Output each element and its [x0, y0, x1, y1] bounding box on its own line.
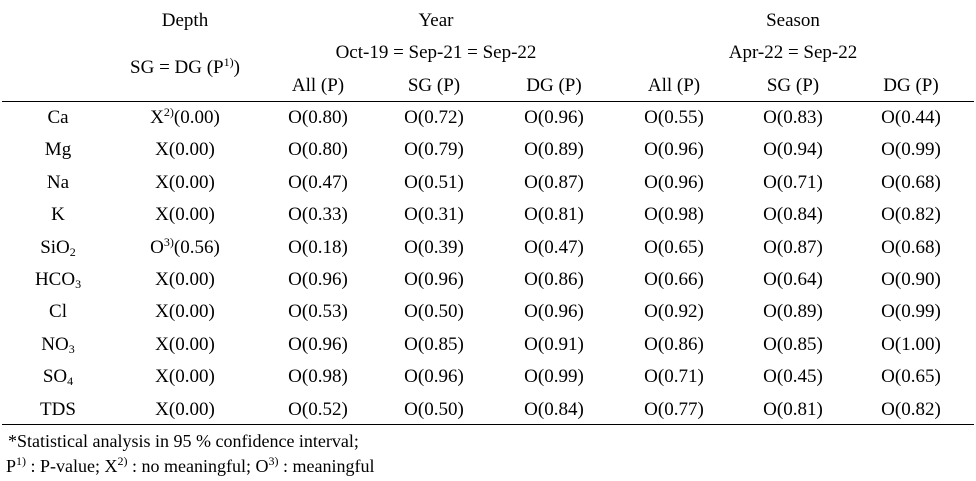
- year-cell: O(0.96): [288, 333, 348, 355]
- season-cell: O(0.87): [763, 236, 823, 258]
- year-cell: O(0.39): [404, 236, 464, 258]
- header-year-sg: SG (P): [407, 75, 461, 96]
- header-year-dg: DG (P): [526, 75, 582, 96]
- param-cell: Cl: [49, 301, 67, 323]
- year-cell: O(0.81): [524, 204, 584, 226]
- season-cell: O(0.71): [644, 366, 704, 388]
- year-cell: O(0.51): [404, 171, 464, 193]
- param-cell: K: [51, 204, 65, 226]
- year-cell: O(0.50): [404, 301, 464, 323]
- year-cell: O(0.72): [404, 107, 464, 128]
- header-season-dg: DG (P): [883, 75, 939, 96]
- season-cell: O(0.65): [881, 366, 941, 388]
- season-cell: O(0.90): [881, 269, 941, 290]
- param-cell: HCO3: [34, 269, 82, 291]
- header-bottom-rule: [2, 101, 974, 102]
- param-cell: TDS: [40, 398, 76, 420]
- season-cell: O(0.55): [644, 107, 704, 128]
- season-cell: O(0.85): [763, 333, 823, 355]
- depth-cell: X(0.00): [155, 139, 215, 161]
- param-cell: Ca: [47, 107, 69, 128]
- season-cell: O(0.68): [881, 171, 941, 193]
- season-cell: O(0.84): [763, 204, 823, 226]
- year-cell: O(0.86): [524, 269, 584, 290]
- season-cell: O(0.94): [763, 139, 823, 161]
- year-cell: O(0.47): [524, 236, 584, 258]
- depth-cell: X(0.00): [155, 333, 215, 355]
- season-cell: O(0.44): [881, 107, 941, 128]
- table-bottom-rule: [2, 424, 974, 425]
- param-cell: Na: [46, 171, 70, 193]
- footnote-2: P1) : P-value; X2) : no meaningful; O3) …: [6, 454, 375, 476]
- season-cell: O(0.68): [881, 236, 941, 258]
- year-cell: O(0.53): [288, 301, 348, 323]
- param-cell: SO4: [42, 366, 74, 389]
- header-season-all: All (P): [647, 75, 701, 96]
- depth-cell: X2)(0.00): [150, 105, 220, 128]
- depth-cell: O3)(0.56): [150, 234, 220, 258]
- header-year-all: All (P): [291, 75, 345, 96]
- season-cell: O(0.77): [644, 398, 704, 420]
- year-cell: O(0.89): [524, 139, 584, 161]
- year-cell: O(0.99): [524, 366, 584, 388]
- year-cell: O(0.31): [404, 204, 464, 226]
- season-cell: O(0.92): [644, 301, 704, 323]
- year-cell: O(0.84): [524, 398, 584, 420]
- season-cell: O(0.82): [881, 204, 941, 226]
- year-cell: O(0.85): [404, 333, 464, 355]
- param-cell: SiO2: [40, 236, 76, 259]
- season-cell: O(0.98): [644, 204, 704, 226]
- year-cell: O(0.47): [288, 171, 348, 193]
- season-cell: O(0.71): [763, 171, 823, 193]
- year-cell: O(0.50): [404, 398, 464, 420]
- season-cell: O(0.86): [644, 333, 704, 355]
- year-cell: O(0.33): [288, 204, 348, 226]
- season-cell: O(0.81): [763, 398, 823, 420]
- season-cell: O(0.83): [763, 107, 823, 128]
- year-cell: O(0.96): [524, 107, 584, 128]
- season-cell: O(0.99): [881, 139, 941, 161]
- year-cell: O(0.96): [404, 269, 464, 290]
- header-depth: Depth: [161, 10, 209, 31]
- season-cell: O(0.65): [644, 236, 704, 258]
- season-cell: O(0.89): [763, 301, 823, 323]
- depth-cell: X(0.00): [155, 398, 215, 420]
- param-cell: NO3: [41, 333, 75, 356]
- year-cell: O(0.87): [524, 171, 584, 193]
- season-cell: O(0.96): [644, 139, 704, 161]
- season-cell: O(0.66): [644, 269, 704, 290]
- depth-cell: X(0.00): [155, 301, 215, 323]
- depth-cell: X(0.00): [155, 171, 215, 193]
- season-cell: O(0.64): [763, 269, 823, 290]
- year-cell: O(0.79): [404, 139, 464, 161]
- year-cell: O(0.18): [288, 236, 348, 258]
- year-cell: O(0.80): [288, 139, 348, 161]
- year-cell: O(0.96): [524, 301, 584, 323]
- depth-cell: X(0.00): [155, 366, 215, 388]
- depth-cell: X(0.00): [155, 204, 215, 226]
- header-season-sub: Apr-22 = Sep-22: [728, 42, 858, 63]
- header-season: Season: [766, 10, 820, 31]
- footnote-1: *Statistical analysis in 95 % confidence…: [8, 431, 359, 451]
- year-cell: O(0.96): [404, 366, 464, 388]
- year-cell: O(0.80): [288, 107, 348, 128]
- param-cell: Mg: [44, 139, 72, 161]
- year-cell: O(0.98): [288, 366, 348, 388]
- header-year: Year: [418, 10, 454, 31]
- season-cell: O(0.99): [881, 301, 941, 323]
- header-depth-sub: SG = DG (P1)): [130, 55, 240, 78]
- year-cell: O(0.96): [288, 269, 348, 290]
- season-cell: O(0.96): [644, 171, 704, 193]
- header-season-sg: SG (P): [766, 75, 820, 96]
- header-year-sub: Oct-19 = Sep-21 = Sep-22: [335, 42, 537, 63]
- year-cell: O(0.52): [288, 398, 348, 420]
- season-cell: O(0.82): [881, 398, 941, 420]
- year-cell: O(0.91): [524, 333, 584, 355]
- season-cell: O(0.45): [763, 366, 823, 388]
- depth-cell: X(0.00): [155, 269, 215, 290]
- season-cell: O(1.00): [881, 333, 941, 355]
